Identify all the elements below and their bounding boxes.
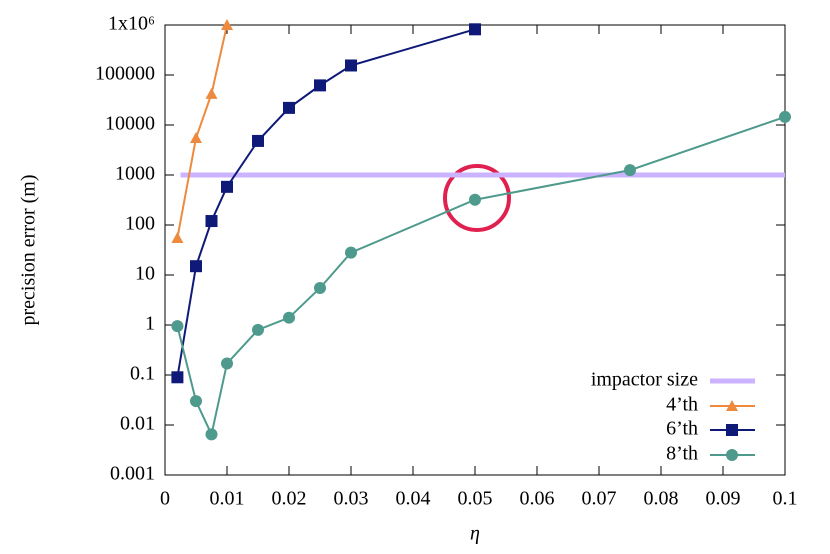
highlight-circle bbox=[443, 164, 511, 232]
y-tick-label: 0.001 bbox=[110, 463, 155, 485]
x-tick-label: 0.02 bbox=[272, 488, 307, 510]
x-tick-label: 0 bbox=[160, 488, 170, 510]
y-tick-label: 100 bbox=[125, 213, 155, 235]
data-point bbox=[205, 87, 218, 99]
y-tick-label: 1 bbox=[145, 313, 155, 335]
x-tick-label: 0.04 bbox=[396, 488, 431, 510]
legend-marker bbox=[726, 424, 738, 436]
data-point bbox=[171, 320, 184, 333]
x-tick-label: 0.1 bbox=[773, 488, 798, 510]
data-point bbox=[205, 428, 218, 441]
legend-label: impactor size bbox=[591, 369, 698, 391]
y-tick-label: 100000 bbox=[95, 63, 155, 85]
data-point bbox=[345, 59, 357, 72]
legend-label: 6’th bbox=[666, 418, 698, 440]
x-tick-label: 0.05 bbox=[458, 488, 493, 510]
x-tick-label: 0.01 bbox=[210, 488, 245, 510]
data-point bbox=[314, 79, 326, 92]
series-line bbox=[176, 24, 228, 239]
y-tick-label: 10000 bbox=[105, 113, 155, 135]
data-point bbox=[205, 215, 218, 228]
data-point bbox=[624, 164, 636, 177]
data-point bbox=[221, 19, 233, 30]
legend-label: 8’th bbox=[666, 443, 698, 465]
data-point bbox=[469, 193, 481, 206]
data-point bbox=[283, 311, 295, 324]
legend-marker bbox=[726, 449, 738, 461]
data-point bbox=[314, 281, 326, 294]
x-tick-label: 0.07 bbox=[582, 488, 617, 510]
y-tick-label: 0.01 bbox=[120, 413, 155, 435]
series-line bbox=[176, 28, 476, 378]
y-axis-label: precision error (m) bbox=[18, 174, 40, 325]
x-tick-label: 0.09 bbox=[706, 488, 741, 510]
data-point bbox=[190, 395, 202, 408]
data-point bbox=[221, 180, 233, 193]
y-tick-label: 10 bbox=[135, 263, 155, 285]
data-point bbox=[171, 371, 184, 384]
data-point bbox=[283, 101, 295, 114]
x-tick-label: 0.03 bbox=[334, 488, 369, 510]
x-tick-label: 0.06 bbox=[520, 488, 555, 510]
data-point bbox=[171, 231, 184, 243]
y-tick-label: 1000 bbox=[115, 163, 155, 185]
legend-marker bbox=[726, 400, 738, 411]
y-tick-label: 0.1 bbox=[130, 363, 155, 385]
data-point bbox=[252, 134, 264, 147]
data-point bbox=[345, 246, 357, 259]
data-point bbox=[190, 131, 202, 143]
data-point bbox=[252, 323, 264, 336]
legend-label: 4’th bbox=[666, 394, 698, 416]
x-axis-label: η bbox=[470, 523, 480, 545]
data-point bbox=[190, 260, 202, 273]
data-point bbox=[221, 357, 233, 370]
y-tick-label: 1x10⁶ bbox=[108, 13, 155, 35]
x-tick-label: 0.08 bbox=[644, 488, 679, 510]
data-point bbox=[469, 23, 481, 36]
data-point bbox=[779, 110, 791, 123]
